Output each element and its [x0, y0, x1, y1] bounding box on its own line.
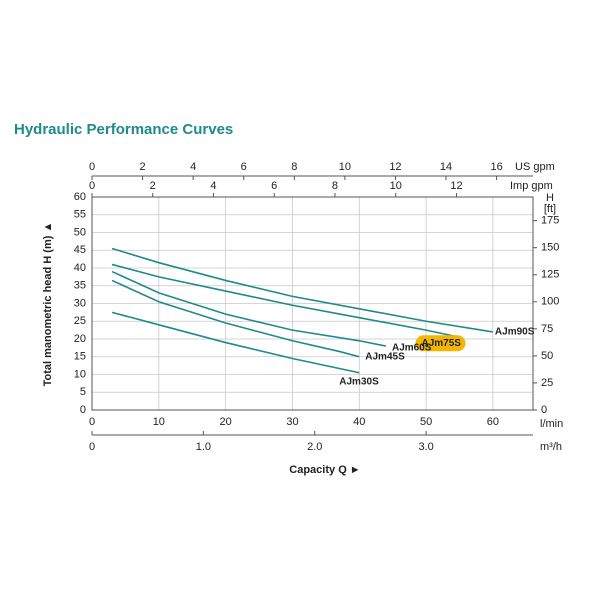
- x-tick-label: 50: [420, 416, 432, 428]
- x-tick-label: 0: [89, 416, 95, 428]
- top-tick-label: 16: [490, 161, 502, 173]
- series-label: AJm90S: [495, 327, 535, 338]
- bottom-tick-label: 1.0: [196, 441, 211, 453]
- bottom-tick-label: 0: [89, 441, 95, 453]
- y2-unit: [ft]: [544, 203, 556, 215]
- y2-tick-label: 50: [541, 350, 553, 362]
- series-line: [111, 311, 360, 374]
- y2-tick-label: 25: [541, 377, 553, 389]
- y-tick-label: 15: [74, 351, 86, 363]
- series-label: AJm75S: [422, 338, 462, 349]
- y-tick-label: 20: [74, 333, 86, 345]
- bottom-tick-label: 3.0: [418, 441, 433, 453]
- top-tick-label: 2: [150, 180, 156, 192]
- plot-frame: [91, 196, 534, 411]
- x-tick-label: 10: [153, 416, 165, 428]
- x-tick-label: 60: [487, 416, 499, 428]
- x-axis-title: Capacity Q ►: [289, 464, 360, 476]
- y-tick-label: 45: [74, 244, 86, 256]
- x-tick-label: 30: [286, 416, 298, 428]
- x-tick-label: 40: [353, 416, 365, 428]
- top-tick-label: 8: [291, 161, 297, 173]
- y-tick-label: 60: [74, 191, 86, 203]
- y-tick-label: 5: [80, 386, 86, 398]
- y2-tick-label: 175: [541, 215, 559, 227]
- top-axis-unit: US gpm: [515, 161, 555, 173]
- series-line: [111, 263, 460, 339]
- top-tick-label: 0: [89, 180, 95, 192]
- series-line: [111, 247, 494, 333]
- top-tick-label: 4: [190, 161, 196, 173]
- y-tick-label: 10: [74, 368, 86, 380]
- top-tick-label: 6: [271, 180, 277, 192]
- series-label: AJm30S: [339, 376, 379, 387]
- bottom-tick-label: 2.0: [307, 441, 322, 453]
- y-tick-label: 0: [80, 404, 86, 416]
- top-tick-label: 12: [450, 180, 462, 192]
- top-axis-unit: Imp gpm: [510, 180, 553, 192]
- y-tick-label: 50: [74, 226, 86, 238]
- y-tick-label: 35: [74, 280, 86, 292]
- top-tick-label: 12: [389, 161, 401, 173]
- top-tick-label: 2: [140, 161, 146, 173]
- y-tick-label: 40: [74, 262, 86, 274]
- y2-tick-label: 0: [541, 404, 547, 416]
- page-title: Hydraulic Performance Curves: [14, 121, 233, 138]
- top-tick-label: 8: [332, 180, 338, 192]
- label-highlight: [415, 335, 466, 352]
- series-label: AJm60S: [392, 343, 432, 354]
- y-tick-label: 30: [74, 297, 86, 309]
- top-tick-label: 10: [339, 161, 351, 173]
- series-label: AJm45S: [365, 351, 405, 362]
- top-tick-label: 0: [89, 161, 95, 173]
- top-tick-label: 4: [210, 180, 216, 192]
- y-axis-label: Total manometric head H (m) ▲: [42, 222, 54, 387]
- y2-label: H: [546, 192, 554, 204]
- top-tick-label: 10: [390, 180, 402, 192]
- y-tick-label: 25: [74, 315, 86, 327]
- y2-tick-label: 125: [541, 269, 559, 281]
- y2-tick-label: 75: [541, 323, 553, 335]
- top-tick-label: 14: [440, 161, 452, 173]
- top-tick-label: 6: [241, 161, 247, 173]
- bottom-axis-unit: m³/h: [540, 441, 562, 453]
- x-tick-label: 20: [220, 416, 232, 428]
- series-line: [111, 279, 360, 358]
- y2-tick-label: 150: [541, 242, 559, 254]
- series-line: [111, 270, 387, 347]
- x-unit: l/min: [540, 418, 563, 430]
- y-tick-label: 55: [74, 209, 86, 221]
- y2-tick-label: 100: [541, 296, 559, 308]
